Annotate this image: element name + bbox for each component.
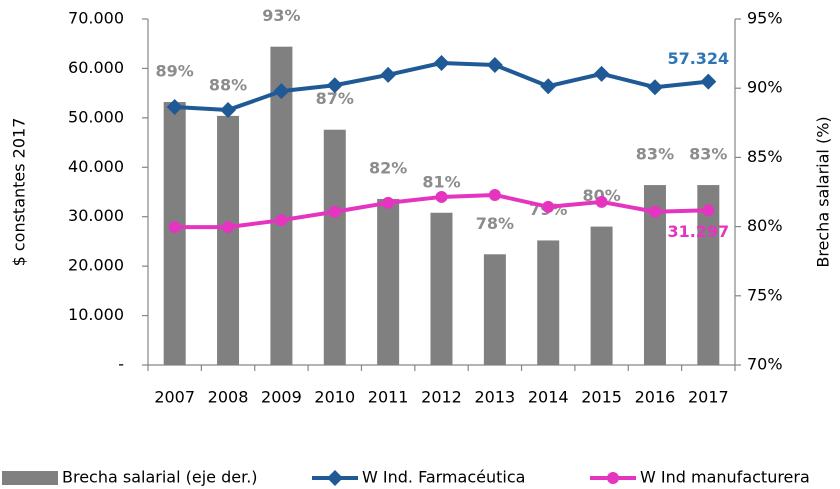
legend-swatch xyxy=(2,471,58,485)
y2-tick-label: 90% xyxy=(747,78,783,97)
legend-marker xyxy=(327,470,343,486)
marker xyxy=(542,200,555,213)
legend-label: Brecha salarial (eje der.) xyxy=(62,468,258,487)
bar-label: 89% xyxy=(156,62,194,81)
y-tick-label: 60.000 xyxy=(68,58,124,77)
marker xyxy=(166,98,183,115)
y-tick-label: 40.000 xyxy=(68,157,124,176)
bar xyxy=(270,46,293,366)
x-tick-label: 2016 xyxy=(635,388,676,407)
bar xyxy=(323,129,346,365)
bar-label: 80% xyxy=(582,186,620,205)
marker xyxy=(275,214,288,227)
y2-tick-label: 95% xyxy=(747,9,783,28)
x-tick-label: 2009 xyxy=(261,388,302,407)
marker xyxy=(380,66,397,83)
x-tick-label: 2007 xyxy=(154,388,195,407)
x-tick-label: 2014 xyxy=(528,388,569,407)
y-tick-label: 20.000 xyxy=(68,256,124,275)
y2-tick-label: 75% xyxy=(747,285,783,304)
y2-tick-label: 80% xyxy=(747,216,783,235)
marker xyxy=(433,54,450,71)
y-tick-label: 30.000 xyxy=(68,206,124,225)
y-tick-label: 50.000 xyxy=(68,107,124,126)
marker xyxy=(540,78,557,95)
legend-label: W Ind. Farmacéutica xyxy=(362,468,525,487)
x-tick-label: 2013 xyxy=(475,388,516,407)
bar-label: 83% xyxy=(689,145,727,164)
x-tick-label: 2012 xyxy=(421,388,462,407)
y-tick-label: 10.000 xyxy=(68,305,124,324)
marker xyxy=(220,101,237,118)
bar-label: 78% xyxy=(476,214,514,233)
x-tick-label: 2015 xyxy=(581,388,622,407)
marker xyxy=(648,205,661,218)
x-tick-label: 2010 xyxy=(314,388,355,407)
marker xyxy=(273,83,290,100)
bar-label: 83% xyxy=(636,145,674,164)
marker xyxy=(435,190,448,203)
marker xyxy=(326,77,343,94)
bar xyxy=(643,185,666,365)
y2-tick-label: 70% xyxy=(747,355,783,374)
bar xyxy=(163,102,186,365)
marker xyxy=(702,204,715,217)
marker xyxy=(488,188,501,201)
y-axis-label: $ constantes 2017 xyxy=(10,118,29,267)
bar xyxy=(217,115,240,365)
bar xyxy=(590,226,613,365)
legend-marker xyxy=(607,472,619,484)
marker xyxy=(328,205,341,218)
marker xyxy=(595,195,608,208)
x-tick-label: 2017 xyxy=(688,388,729,407)
bar-label: 93% xyxy=(262,6,300,25)
y-tick-label: 70.000 xyxy=(68,9,124,28)
x-tick-label: 2008 xyxy=(208,388,249,407)
x-tick-label: 2011 xyxy=(368,388,409,407)
bar-label: 87% xyxy=(316,89,354,108)
y-tick-label: - xyxy=(118,355,124,374)
bar-label: 81% xyxy=(422,172,460,191)
bar-label: 88% xyxy=(209,75,247,94)
bar xyxy=(537,240,560,365)
y2-axis-label: Brecha salarial (%) xyxy=(814,116,833,267)
bar xyxy=(697,185,720,365)
data-label: 57.324 xyxy=(667,49,729,68)
legend-label: W Ind manufacturera xyxy=(640,468,810,487)
marker xyxy=(168,221,181,234)
marker xyxy=(486,56,503,73)
y2-tick-label: 85% xyxy=(747,147,783,166)
data-label: 31.297 xyxy=(667,222,729,241)
marker xyxy=(646,79,663,96)
bar xyxy=(483,254,506,365)
marker xyxy=(593,65,610,82)
marker xyxy=(222,221,235,234)
marker xyxy=(700,73,717,90)
bar xyxy=(430,212,453,365)
bar-label: 82% xyxy=(369,158,407,177)
marker xyxy=(382,196,395,209)
bar xyxy=(377,198,400,365)
